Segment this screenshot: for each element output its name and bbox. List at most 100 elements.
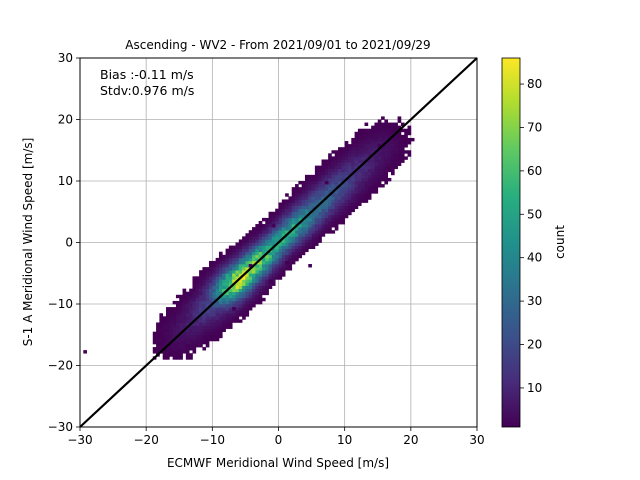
density-cell xyxy=(212,267,216,271)
density-cell xyxy=(394,144,398,148)
density-cell xyxy=(172,343,177,348)
density-cell xyxy=(218,325,223,329)
density-cell xyxy=(364,199,369,203)
density-cell xyxy=(338,217,342,222)
density-cell xyxy=(218,273,223,277)
density-cell xyxy=(285,205,289,210)
density-cell xyxy=(202,347,207,351)
density-cell xyxy=(334,177,339,182)
density-cell xyxy=(248,245,253,249)
density-cell xyxy=(314,230,319,234)
density-cell xyxy=(387,165,392,170)
density-cell xyxy=(159,340,164,345)
density-cell xyxy=(288,202,293,206)
density-cell xyxy=(390,147,395,151)
density-cell xyxy=(235,257,240,262)
density-cell xyxy=(384,150,389,154)
density-cell xyxy=(281,264,286,268)
density-cell xyxy=(175,343,180,348)
density-cell xyxy=(182,313,187,317)
density-cell xyxy=(258,282,263,286)
density-cell xyxy=(357,193,362,197)
density-cell xyxy=(189,288,193,293)
density-cell xyxy=(252,304,256,308)
density-cell xyxy=(314,187,319,191)
density-cell xyxy=(185,300,190,305)
density-cell xyxy=(248,270,253,274)
density-cell xyxy=(397,137,402,142)
density-cell xyxy=(182,325,187,329)
density-cell xyxy=(258,267,263,271)
density-cell xyxy=(228,319,233,323)
y-axis-label: S-1 A Meridional Wind Speed [m/s] xyxy=(21,138,35,347)
density-cell xyxy=(364,162,369,166)
density-cell xyxy=(199,270,203,274)
density-cell xyxy=(225,313,230,317)
density-cell xyxy=(225,297,230,302)
density-cell xyxy=(298,254,303,259)
density-cell xyxy=(199,334,203,339)
density-cell xyxy=(248,264,253,268)
density-cell xyxy=(218,282,223,286)
density-cell xyxy=(318,230,322,234)
density-cell xyxy=(278,248,283,253)
density-cell xyxy=(159,343,164,348)
density-cell xyxy=(298,214,303,219)
density-cell xyxy=(361,184,365,188)
density-cell xyxy=(255,276,259,280)
density-cell xyxy=(258,264,263,268)
density-cell xyxy=(304,220,309,225)
density-cell xyxy=(185,340,190,345)
density-cell xyxy=(265,282,269,286)
density-cell xyxy=(291,248,296,253)
density-cell xyxy=(202,304,207,308)
density-cell xyxy=(344,147,349,151)
density-cell xyxy=(328,230,332,234)
density-cell xyxy=(215,291,220,296)
density-cell xyxy=(354,156,359,160)
density-cell xyxy=(308,202,312,206)
density-cell xyxy=(374,144,379,148)
density-cell xyxy=(261,245,266,249)
density-cell xyxy=(371,177,375,182)
density-cell xyxy=(182,347,187,351)
density-cell xyxy=(371,159,375,163)
density-cell xyxy=(195,343,200,348)
density-cell xyxy=(301,242,306,246)
density-cell xyxy=(318,184,322,188)
density-cell xyxy=(344,153,349,157)
colorbar-label: count xyxy=(553,225,567,259)
density-cell xyxy=(156,347,160,351)
density-cell xyxy=(288,217,293,222)
density-cell xyxy=(252,254,256,259)
density-cell xyxy=(195,276,200,280)
density-cell xyxy=(397,162,402,166)
density-cell xyxy=(354,131,359,136)
density-cell xyxy=(298,181,303,185)
density-cell xyxy=(354,193,359,197)
density-cell xyxy=(384,168,389,173)
density-cell xyxy=(235,297,240,302)
density-cell xyxy=(374,134,379,139)
density-cell xyxy=(347,162,352,166)
density-cell xyxy=(314,236,319,240)
density-cell xyxy=(268,276,273,280)
density-cell xyxy=(357,134,362,139)
density-cell xyxy=(195,319,200,323)
density-cell xyxy=(209,288,213,293)
density-cell xyxy=(258,220,263,225)
density-cell xyxy=(384,162,389,166)
density-cell xyxy=(228,304,233,308)
density-cell xyxy=(261,227,266,231)
density-cell xyxy=(301,220,306,225)
density-cell xyxy=(374,168,379,173)
x-tick-label: 30 xyxy=(469,433,484,447)
density-cell xyxy=(288,245,293,249)
density-cell xyxy=(314,242,319,246)
density-cell xyxy=(387,156,392,160)
density-cell xyxy=(301,245,306,249)
density-cell xyxy=(192,297,197,302)
density-cell xyxy=(185,294,190,299)
